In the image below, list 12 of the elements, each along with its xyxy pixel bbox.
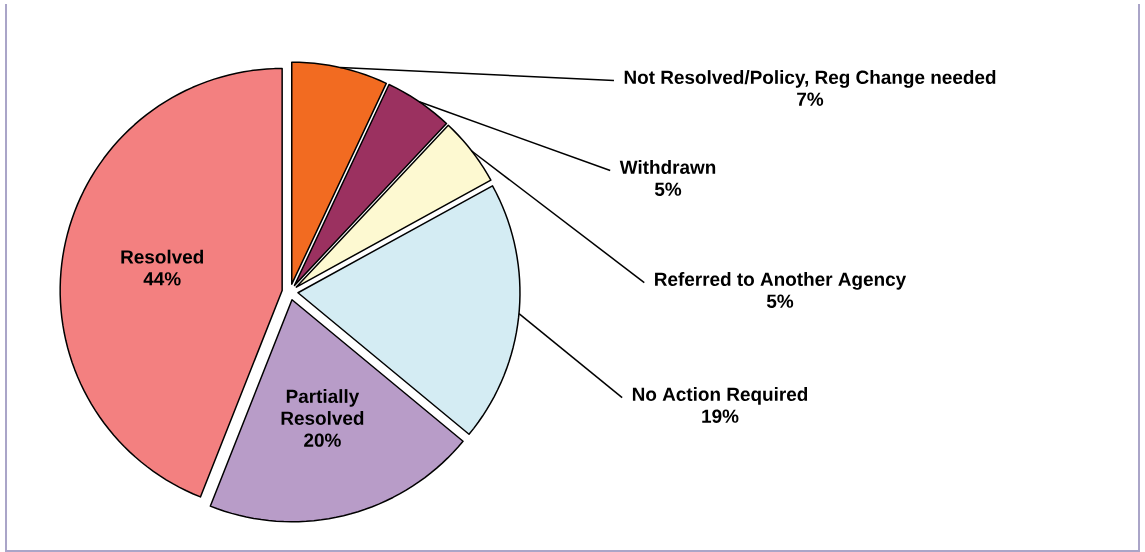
slice-label: Partially Resolved xyxy=(281,389,364,425)
data-label: 44% xyxy=(143,272,181,286)
slice-label: Not Resolved/Policy, Reg Change needed xyxy=(624,70,996,88)
data-label: 20% xyxy=(304,433,341,447)
slice-label: Resolved xyxy=(121,249,204,264)
slice-label: Referred to Another Agency xyxy=(655,272,907,290)
data-label: 5% xyxy=(766,294,794,308)
slice-label: No Action Required xyxy=(632,387,808,405)
data-label: 19% xyxy=(702,409,739,423)
data-label: 5% xyxy=(654,182,682,196)
data-label: 7% xyxy=(797,92,824,106)
slice-label: Withdrawn xyxy=(619,160,716,174)
